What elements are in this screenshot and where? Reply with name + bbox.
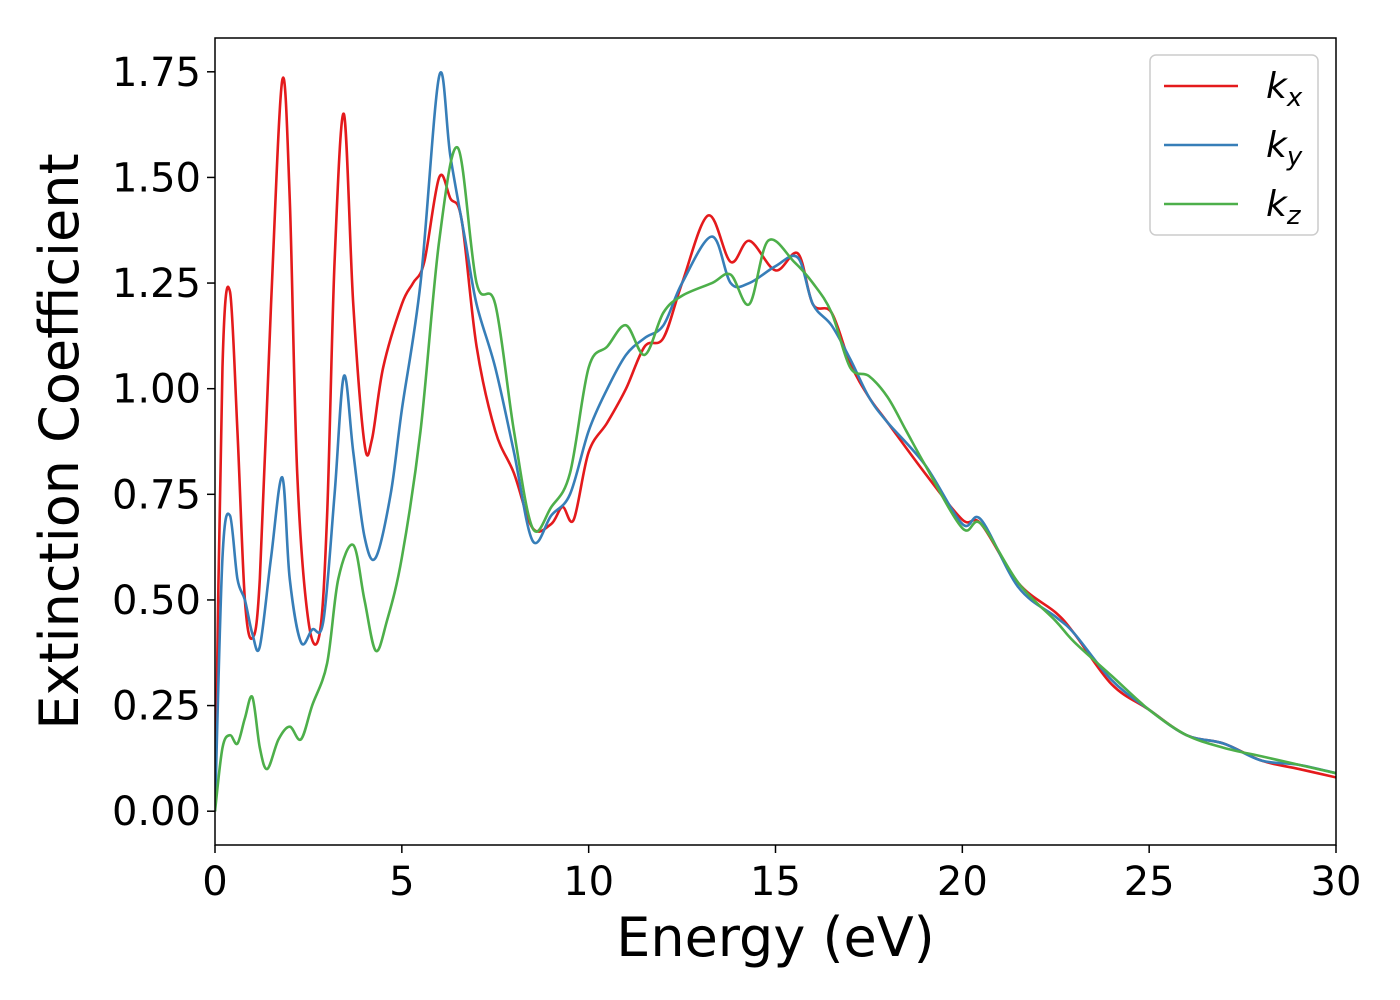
x-axis-label: Energy (eV) (616, 906, 935, 969)
series-layer (215, 71, 1336, 812)
y-axis-label: Extinction Coefficient (28, 153, 91, 729)
series-line-x (215, 76, 1336, 812)
y-tick-label: 1.50 (112, 155, 201, 201)
x-tick-label: 0 (202, 859, 227, 905)
legend-label-y: ky (1266, 125, 1303, 172)
x-tick-label: 15 (750, 859, 801, 905)
y-axis: 0.00 0.25 0.50 0.75 1.00 1.25 1.50 1.75 (112, 50, 215, 835)
x-tick-label: 5 (389, 859, 414, 905)
x-tick-label: 30 (1311, 859, 1362, 905)
x-tick-label: 20 (937, 859, 988, 905)
y-tick-label: 0.25 (112, 684, 201, 730)
series-line-y (215, 71, 1336, 812)
y-tick-label: 1.00 (112, 367, 201, 413)
y-tick-label: 0.50 (112, 578, 201, 624)
y-tick-label: 0.00 (112, 789, 201, 835)
legend-label-x: kx (1266, 66, 1303, 113)
x-axis: 0 5 10 15 20 25 30 (202, 845, 1361, 905)
y-tick-label: 0.75 (112, 472, 201, 518)
legend-label-z: kz (1266, 184, 1302, 231)
series-line-z (215, 146, 1336, 812)
y-tick-label: 1.75 (112, 50, 201, 96)
x-tick-label: 25 (1124, 859, 1175, 905)
x-tick-label: 10 (563, 859, 614, 905)
legend: kx ky kz (1149, 54, 1319, 236)
y-tick-label: 1.25 (112, 261, 201, 307)
